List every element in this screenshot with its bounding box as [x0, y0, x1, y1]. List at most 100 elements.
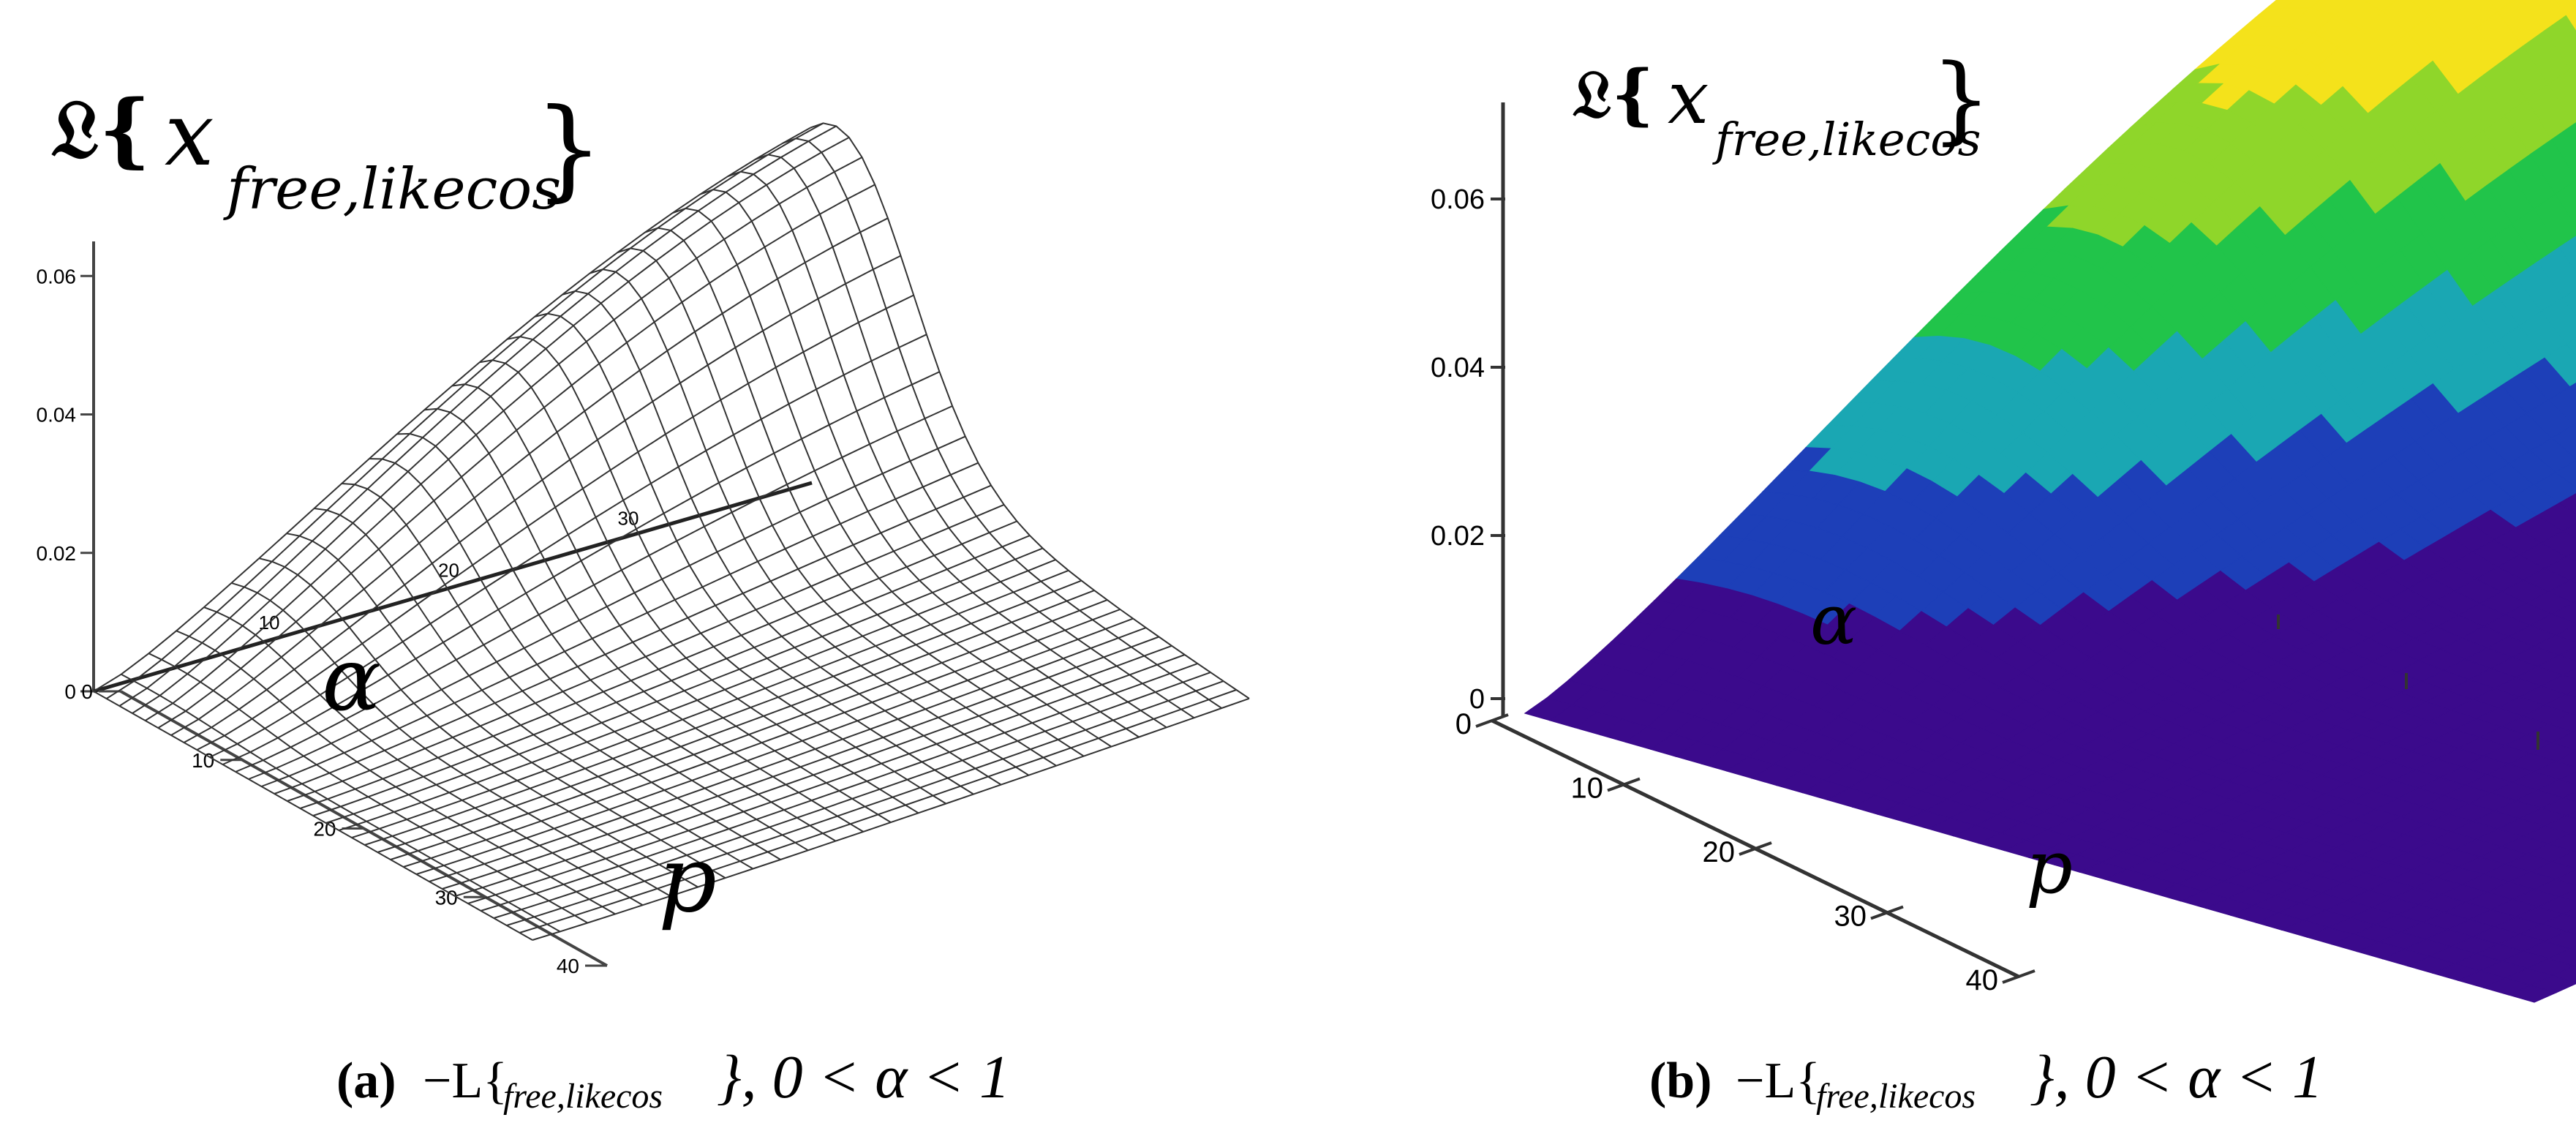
panel-a-ylabel: p	[658, 827, 717, 933]
panel-b-surface-patch	[2558, 646, 2576, 662]
panel-a-mesh-line-alpha	[148, 653, 588, 924]
panel-a-mesh-line-alpha	[314, 508, 754, 870]
panel-a-mesh-line-alpha	[479, 359, 919, 814]
panel-a-mesh-line-alpha	[231, 582, 671, 897]
panel-a-mesh-line-alpha	[727, 170, 1167, 729]
panel-b-surface-patch	[2569, 64, 2576, 80]
panel-b-surface-patch	[2565, 811, 2576, 819]
panel-a-mesh-line-alpha	[258, 557, 698, 888]
panel-b-surface-patch	[2561, 523, 2576, 539]
panel-a-mesh-line-alpha	[534, 312, 974, 795]
panel-a-mesh-line-alpha	[203, 606, 644, 906]
panel-b-surface-patch	[2569, 830, 2576, 836]
panel-a-mesh-line-alpha	[507, 336, 946, 805]
panel-b-z-tick-label: 0.06	[1431, 184, 1485, 215]
panel-b-surface-patch	[2565, 551, 2576, 563]
panel-a-caption: (a) −L{ free,likecos }, 0 < α < 1	[336, 1043, 1010, 1116]
panel-b-caption: (b) −L{ free,likecos }, 0 < α < 1	[1649, 1043, 2323, 1116]
panel-a-zlabel-sub: free,likecos	[223, 157, 561, 222]
panel-a-p-tick-label: 0	[81, 680, 93, 703]
panel-a-mesh-line-alpha	[424, 407, 864, 833]
panel-a-mesh-line-alpha	[93, 691, 533, 941]
panel-b-z-tick-label: 0.02	[1431, 521, 1485, 552]
panel-a-mesh-line-alpha	[451, 383, 892, 823]
panel-b-surface-patch	[2565, 926, 2576, 935]
panel-b-p-tick-label: 40	[1966, 964, 1999, 996]
panel-b-caption-label: (b)	[1649, 1053, 1712, 1109]
panel-b-p-ticks: 0 10 20 30 40	[1455, 708, 2035, 996]
panel-a-mesh-line-alpha	[672, 207, 1112, 748]
panel-a-mesh-line-alpha	[590, 268, 1030, 776]
panel-a-caption-sub: free,likecos	[503, 1077, 663, 1116]
panel-b-colormap-chart: 𝔏{ x free,likecos } 0.06 0.04 0.02 0 0 10 20 3…	[1431, 0, 2576, 1116]
panel-b-surface-patch	[2569, 382, 2576, 394]
panel-b-surface-patch	[2569, 576, 2576, 584]
panel-b-caption-tail: }, 0 < α < 1	[2030, 1043, 2323, 1111]
panel-a-mesh-line-alpha	[176, 630, 616, 915]
panel-a-alpha-axis	[93, 481, 813, 694]
panel-a-mesh-line-alpha	[755, 154, 1195, 719]
panel-a-mesh-line-p	[170, 217, 889, 736]
panel-a-mesh-line-alpha	[369, 458, 809, 852]
panel-a-p-tick-label: 40	[557, 955, 579, 977]
panel-b-surface-patch	[2561, 791, 2576, 803]
panel-a-p-tick-label: 10	[192, 749, 214, 772]
panel-a-mesh-line-alpha	[644, 227, 1085, 757]
panel-b-caption-text: −L{	[1736, 1053, 1820, 1109]
panel-b-z-tick-label: 0	[1469, 684, 1485, 715]
panel-b-surface-patch	[2569, 945, 2576, 951]
panel-a-mesh-line-p	[300, 520, 1017, 809]
panel-a-mesh-line-alpha	[121, 673, 561, 933]
panel-b-p-tick	[2002, 969, 2035, 984]
panel-b-zlabel-sub: free,likecos	[1712, 113, 1981, 166]
panel-b-xlabel: α	[1810, 580, 1857, 661]
panel-a-mesh-line-p	[132, 137, 850, 714]
panel-b-surface	[1524, 0, 2576, 1003]
panel-a-caption-tail: }, 0 < α < 1	[717, 1043, 1010, 1111]
panel-b-surface-patch	[2561, 668, 2576, 680]
panel-a-z-ticks: 0.06 0.04 0.02 0	[37, 265, 94, 703]
panel-b-p-tick	[1607, 777, 1641, 792]
panel-b-p-tick	[1475, 713, 1509, 728]
panel-a-wireframe-chart: 𝔏{ x free,likecos } 0.060.040.020 010203…	[37, 82, 1250, 1116]
panel-a-mesh-line-alpha	[782, 138, 1222, 709]
panel-b-z-ticks: 0.06 0.04 0.02 0	[1431, 184, 1505, 715]
panel-a-mesh-line-alpha	[342, 483, 781, 860]
panel-b-zlabel-close: }	[1931, 43, 1992, 154]
panel-a-z-tick-label: 0.06	[37, 265, 77, 288]
panel-b-surface-patch	[2507, 985, 2558, 1003]
panel-b-p-tick-label: 30	[1834, 901, 1867, 933]
panel-b-surface-patch	[2565, 337, 2576, 357]
panel-b-surface-patch	[2565, 689, 2576, 699]
panel-a-zlabel-close: }	[534, 86, 603, 213]
panel-b-surface-patch	[2569, 710, 2576, 716]
panel-b-p-tick	[1870, 905, 1904, 920]
panel-a-caption-text: −L{	[423, 1053, 508, 1109]
panel-b-p-tick-label: 20	[1703, 836, 1736, 868]
panel-a-z-tick-label: 0	[64, 680, 76, 703]
panel-b-surface-patch	[2561, 288, 2576, 317]
panel-a-mesh-line-alpha	[562, 290, 1002, 786]
panel-a-mesh-line-alpha	[396, 432, 837, 842]
panel-a-zlabel-var: x	[165, 84, 214, 186]
panel-a-xlabel: α	[322, 629, 381, 731]
panel-a-z-tick-label: 0.02	[37, 542, 77, 565]
panel-b-surface-patch	[2558, 770, 2576, 786]
panel-b-ylabel: p	[2026, 824, 2073, 910]
panel-a-mesh-line-alpha	[699, 189, 1140, 738]
panel-a-caption-label: (a)	[336, 1053, 396, 1109]
panel-a-z-tick-label: 0.04	[37, 404, 77, 427]
panel-a-mesh-line-alpha	[286, 533, 726, 879]
panel-b-zlabel-fraktur: 𝔏{	[1573, 56, 1654, 133]
panel-a-surface-mesh	[93, 122, 1250, 941]
panel-b-surface-patch	[2565, 8, 2576, 32]
panel-b-p-tick	[1739, 841, 1772, 856]
panel-a-mesh-line-alpha	[810, 122, 1250, 699]
panel-a-mesh-line-alpha	[617, 247, 1057, 767]
panel-b-p-tick-label: 0	[1455, 708, 1472, 740]
panel-b-surface-patch	[2561, 907, 2576, 919]
panel-b-caption-sub: free,likecos	[1816, 1077, 1976, 1116]
panel-b-z-tick-label: 0.04	[1431, 353, 1485, 383]
